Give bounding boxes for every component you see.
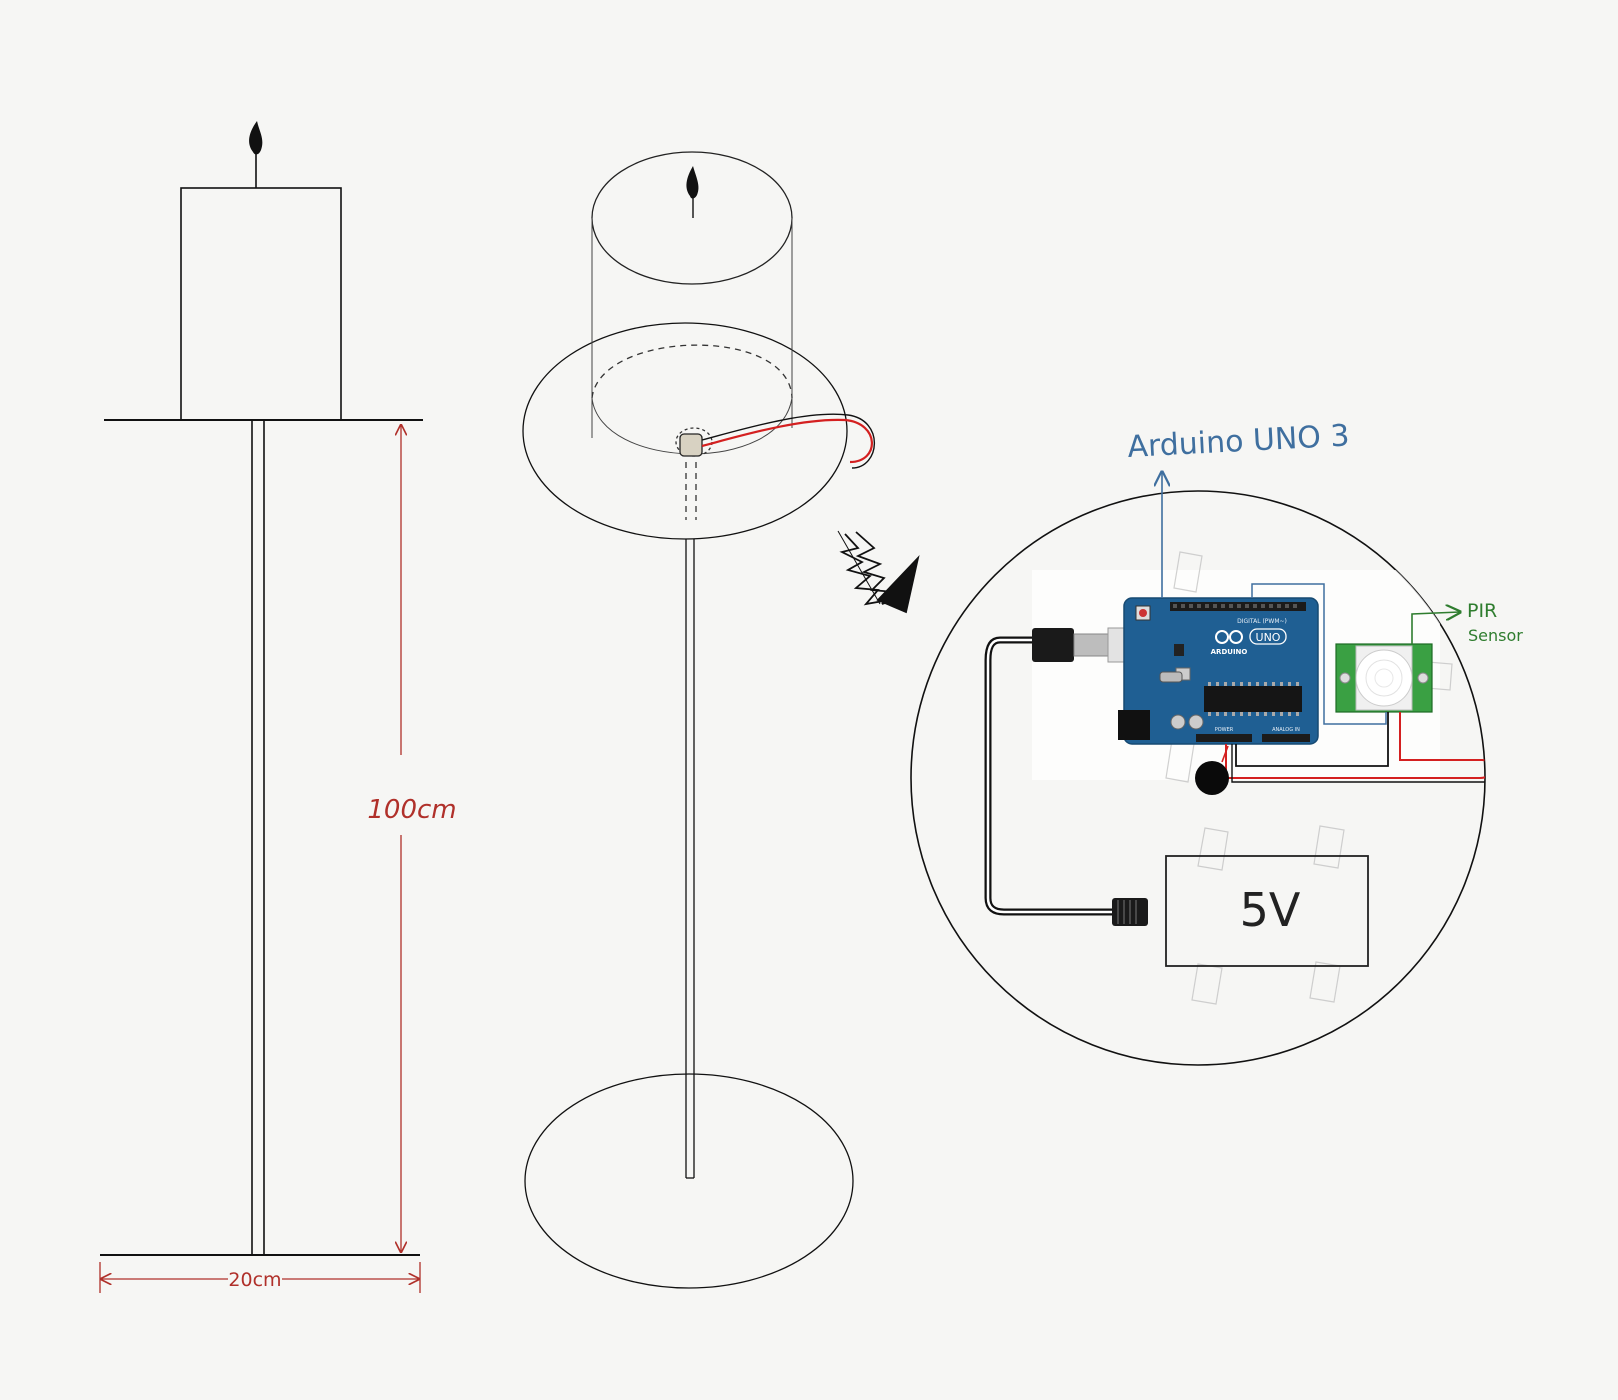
pir-sensor-module bbox=[1335, 643, 1433, 713]
usb-plug bbox=[1032, 628, 1074, 662]
power-wire-black bbox=[1231, 744, 1485, 783]
height-label: 100cm bbox=[367, 795, 456, 825]
usb-plug-metal bbox=[1073, 633, 1109, 657]
board-analog-label: ANALOG IN bbox=[1272, 727, 1300, 733]
height-dimension: 100cm bbox=[367, 425, 457, 1252]
circuit-detail: DIGITAL (PWM~) ARDUINO UNO bbox=[910, 418, 1523, 1066]
width-label: 20cm bbox=[228, 1269, 281, 1291]
sensor-callout-line2: Sensor bbox=[1468, 626, 1523, 645]
pir-sensor-mini bbox=[679, 433, 703, 457]
board-model-label: UNO bbox=[1256, 631, 1281, 644]
front-elevation bbox=[100, 121, 423, 1256]
flame-icon bbox=[686, 166, 699, 199]
sensor-wire-black bbox=[701, 413, 875, 469]
board-callout-label: Arduino UNO 3 bbox=[1127, 418, 1351, 465]
flame-icon bbox=[249, 121, 263, 155]
top-plate-ellipse bbox=[522, 322, 848, 540]
candle-body bbox=[180, 187, 342, 421]
signal-wire-blue bbox=[1251, 583, 1387, 725]
sensor-callout-line1: PIR bbox=[1467, 600, 1497, 622]
piezo-buzzer-icon bbox=[1195, 761, 1229, 795]
ground-wire-black bbox=[1235, 712, 1389, 767]
sensor-wire-red bbox=[701, 418, 873, 464]
power-wire-red bbox=[1225, 712, 1485, 779]
usb-cable-highlight bbox=[986, 638, 1112, 914]
candle-hidden-edge bbox=[591, 344, 793, 399]
base-ellipse bbox=[524, 1073, 854, 1289]
perspective-view bbox=[522, 151, 875, 1289]
buzzer-lead bbox=[1221, 745, 1229, 763]
power-supply-label: 5V bbox=[1240, 883, 1301, 937]
board-digital-label: DIGITAL (PWM~) bbox=[1237, 618, 1287, 625]
width-dimension: 20cm bbox=[99, 1262, 421, 1293]
power-supply-box bbox=[1165, 855, 1369, 967]
arduino-uno-board: DIGITAL (PWM~) ARDUINO UNO bbox=[1118, 597, 1319, 745]
board-power-label: POWER bbox=[1215, 727, 1234, 733]
board-brand-label: ARDUINO bbox=[1211, 648, 1248, 656]
zigzag-arrow-icon bbox=[837, 530, 920, 614]
sensor-callout-arrow bbox=[1411, 612, 1460, 644]
